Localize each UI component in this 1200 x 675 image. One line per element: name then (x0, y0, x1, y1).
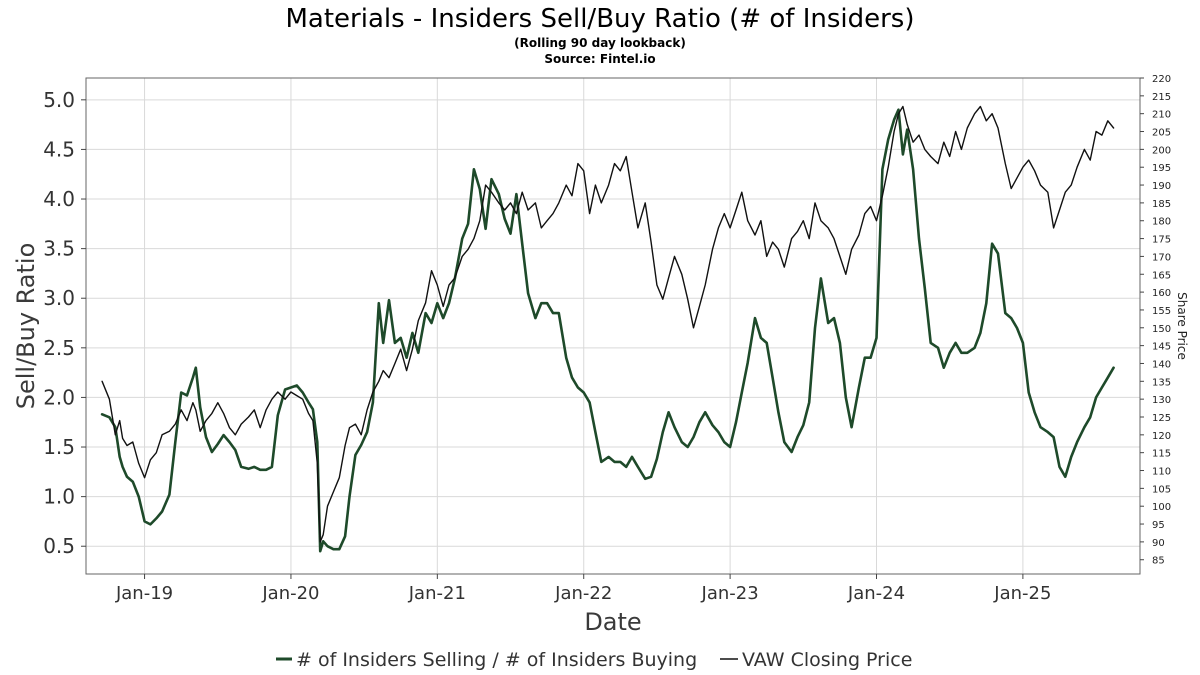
y2-tick-label: 95 (1152, 520, 1165, 531)
chart-subtitle-line-2: Source: Fintel.io (544, 52, 655, 66)
y2-tick-label: 125 (1152, 413, 1171, 424)
y2-tick-label: 150 (1152, 324, 1171, 335)
y2-tick-label: 205 (1152, 128, 1171, 139)
x-tick-label: Jan-19 (115, 583, 173, 604)
y2-tick-label: 100 (1152, 502, 1171, 513)
y2-tick-label: 105 (1152, 484, 1171, 495)
y2-tick-label: 115 (1152, 449, 1171, 460)
legend-label-ratio: # of Insiders Selling / # of Insiders Bu… (296, 649, 697, 671)
x-tick-label: Jan-22 (554, 583, 612, 604)
x-tick-label: Jan-21 (408, 583, 466, 604)
y2-tick-label: 110 (1152, 467, 1171, 478)
y-tick-label: 2.0 (43, 385, 75, 409)
y2-tick-label: 90 (1152, 538, 1165, 549)
x-axis: Jan-19 Jan-20 Jan-21 Jan-22 Jan-23 Jan-24 Jan-… (115, 574, 1051, 604)
y2-tick-label: 130 (1152, 395, 1171, 406)
y2-tick-label: 160 (1152, 288, 1171, 299)
series-line-sell-buy-ratio (100, 108, 1115, 553)
y-axis-left: 0.5 1.0 1.5 2.0 2.5 3.0 3.5 4.0 4.5 5.0 (43, 88, 86, 558)
y-tick-label: 3.0 (43, 286, 75, 310)
y2-tick-label: 145 (1152, 342, 1171, 353)
y-tick-label: 2.5 (43, 336, 75, 360)
y2-axis-label: Share Price (1175, 292, 1189, 360)
chart-title: Materials - Insiders Sell/Buy Ratio (# o… (285, 4, 914, 34)
legend-label-price: VAW Closing Price (742, 649, 912, 671)
y-tick-label: 4.0 (43, 187, 75, 211)
legend: # of Insiders Selling / # of Insiders Bu… (276, 649, 912, 671)
y2-tick-label: 170 (1152, 252, 1171, 263)
y2-tick-label: 195 (1152, 163, 1171, 174)
y2-tick-label: 180 (1152, 217, 1171, 228)
x-tick-label: Jan-20 (261, 583, 319, 604)
y-tick-label: 1.0 (43, 485, 75, 509)
y2-tick-label: 120 (1152, 431, 1171, 442)
chart-subtitle-line-1: (Rolling 90 day lookback) (514, 36, 686, 50)
grid-lines (86, 78, 1140, 574)
y2-tick-label: 140 (1152, 359, 1171, 370)
y-tick-label: 4.5 (43, 137, 75, 161)
plot-area-border (85, 77, 1141, 575)
y-tick-label: 3.5 (43, 237, 75, 261)
y2-tick-label: 190 (1152, 181, 1171, 192)
x-tick-label: Jan-23 (701, 583, 759, 604)
y2-tick-label: 155 (1152, 306, 1171, 317)
y-axis-label: Sell/Buy Ratio (12, 243, 40, 410)
y2-tick-label: 175 (1152, 235, 1171, 246)
y2-tick-label: 135 (1152, 377, 1171, 388)
y2-tick-label: 200 (1152, 145, 1171, 156)
y-tick-label: 0.5 (43, 534, 75, 558)
series-line-vaw-price (101, 105, 1115, 543)
series-group (100, 105, 1115, 553)
x-axis-label: Date (584, 608, 641, 636)
y2-tick-label: 185 (1152, 199, 1171, 210)
y-axis-right: 85 90 95 100 105 110 115 120 125 130 135 140 145 150 1… (1140, 74, 1171, 567)
y2-tick-label: 210 (1152, 110, 1171, 121)
x-tick-label: Jan-24 (847, 583, 905, 604)
y2-tick-label: 215 (1152, 92, 1171, 103)
y2-tick-label: 220 (1152, 74, 1171, 85)
y-tick-label: 1.5 (43, 435, 75, 459)
y-tick-label: 5.0 (43, 88, 75, 112)
x-tick-label: Jan-25 (993, 583, 1051, 604)
y2-tick-label: 85 (1152, 556, 1165, 567)
y2-tick-label: 165 (1152, 270, 1171, 281)
